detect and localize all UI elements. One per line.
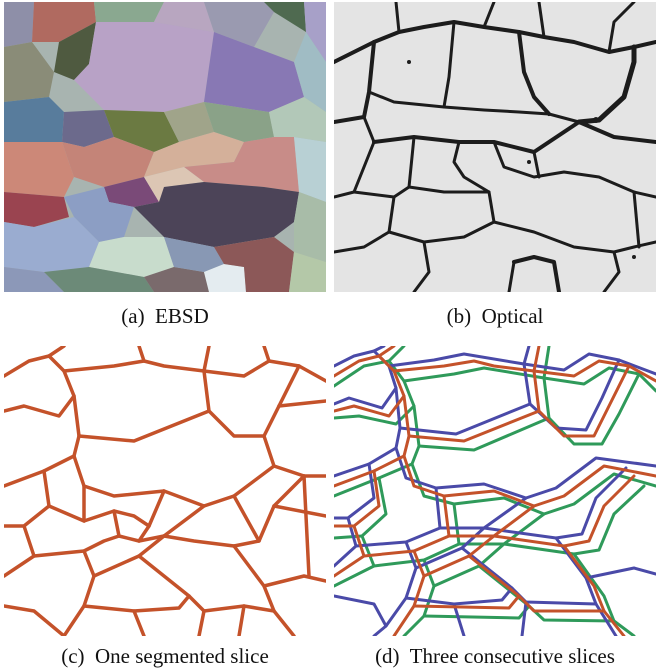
three-slices-panel — [334, 346, 656, 636]
three-slices-overlay — [334, 346, 656, 636]
caption-ebsd: (a) EBSD — [121, 304, 209, 328]
segmented-slice-map — [4, 346, 326, 636]
caption-three-consecutive-slices: (d) Three consecutive slices — [375, 644, 615, 668]
optical-micrograph — [334, 2, 656, 292]
caption-one-segmented-slice: (c) One segmented slice — [61, 644, 269, 668]
caption-optical: (b) Optical — [446, 304, 544, 328]
segmented-slice-panel — [4, 346, 326, 636]
ebsd-image-panel — [4, 2, 326, 292]
optical-image-panel — [334, 2, 656, 292]
green-slice-boundaries — [334, 346, 656, 636]
ebsd-grain-map — [4, 2, 326, 292]
orange-slice-boundaries — [334, 346, 656, 636]
